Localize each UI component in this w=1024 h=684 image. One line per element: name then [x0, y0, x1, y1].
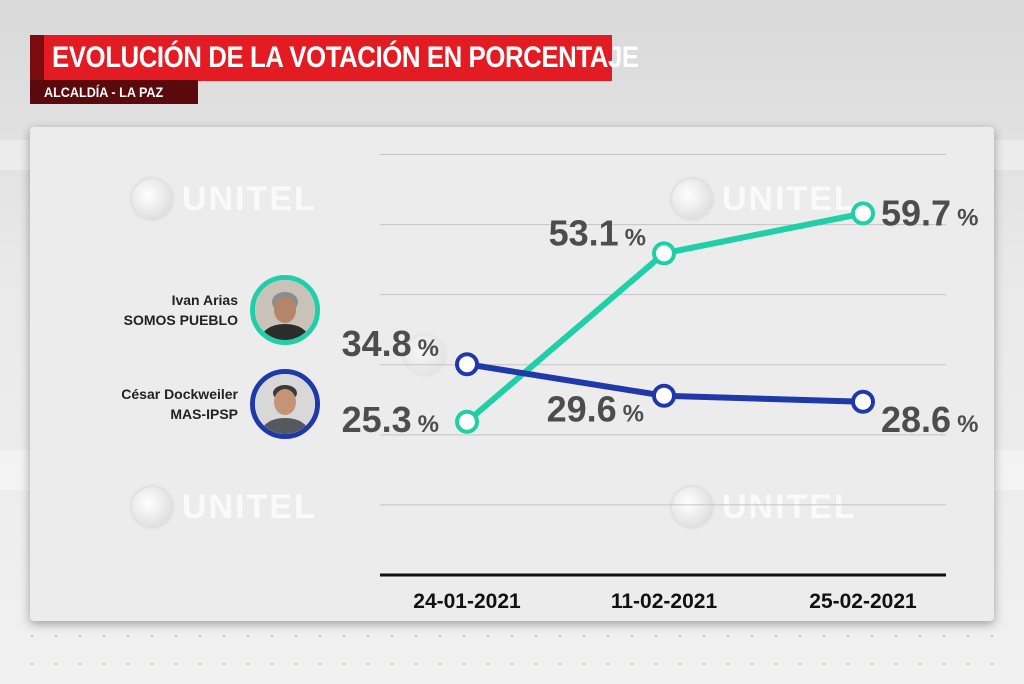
data-label: 59.7% [881, 192, 978, 233]
data-point [652, 383, 676, 408]
subtitle-bar: ALCALDÍA - LA PAZ [30, 80, 198, 104]
candidate-party: SOMOS PUEBLO [123, 312, 238, 328]
candidate-name: Ivan Arias [171, 292, 238, 308]
data-point [851, 389, 875, 414]
legend-item-cesar-dockweiler: César Dockweiler MAS-IPSP [121, 369, 320, 439]
data-label: 53.1% [549, 212, 646, 253]
data-point [652, 241, 676, 266]
watermark-text: UNITEL [722, 487, 857, 526]
data-point [851, 201, 875, 226]
candidate-name: César Dockweiler [121, 386, 238, 402]
watermark: UNITEL [672, 487, 857, 527]
watermark-text: UNITEL [182, 487, 317, 526]
person-photo-icon [255, 374, 315, 434]
decor-dots [20, 662, 1004, 666]
title-bar: EVOLUCIÓN DE LA VOTACIÓN EN PORCENTAJE [30, 35, 639, 81]
candidate-photo [250, 369, 320, 439]
legend-item-ivan-arias: Ivan Arias SOMOS PUEBLO [124, 275, 320, 345]
watermark-logo-icon [672, 487, 712, 527]
data-point [455, 409, 479, 434]
watermark: UNITEL [132, 487, 317, 527]
watermark: UNITEL [672, 179, 857, 219]
chart-panel: UNITEL UNITEL UNITEL UNITEL Ivan Arias S… [30, 127, 994, 621]
candidate-party: MAS-IPSP [170, 406, 238, 422]
data-label: 28.6% [881, 399, 978, 440]
watermark-text: UNITEL [182, 179, 317, 218]
watermark-text: UNITEL [722, 179, 857, 218]
candidate-photo [250, 275, 320, 345]
page-subtitle: ALCALDÍA - LA PAZ [44, 84, 164, 100]
data-label: 29.6% [547, 389, 644, 430]
legend: Ivan Arias SOMOS PUEBLO César Dockweiler… [30, 127, 320, 621]
person-photo-icon [255, 280, 315, 340]
watermark-logo-icon [132, 487, 172, 527]
decor-dots [20, 634, 1004, 638]
data-point [455, 352, 479, 377]
watermark [405, 335, 445, 375]
x-tick-label: 25-02-2021 [809, 590, 917, 613]
data-label: 34.8% [342, 323, 439, 364]
x-tick-label: 11-02-2021 [611, 590, 718, 613]
watermark-logo-icon [405, 335, 445, 375]
watermark-logo-icon [672, 179, 712, 219]
line-chart: 24-01-2021 11-02-2021 25-02-2021 25.3 % 53.1%… [342, 154, 978, 613]
watermark-logo-icon [132, 179, 172, 219]
x-tick-label: 24-01-2021 [413, 590, 521, 613]
data-label: 25.3% [342, 399, 439, 440]
watermark: UNITEL [132, 179, 317, 219]
page-title: EVOLUCIÓN DE LA VOTACIÓN EN PORCENTAJE [52, 41, 639, 74]
